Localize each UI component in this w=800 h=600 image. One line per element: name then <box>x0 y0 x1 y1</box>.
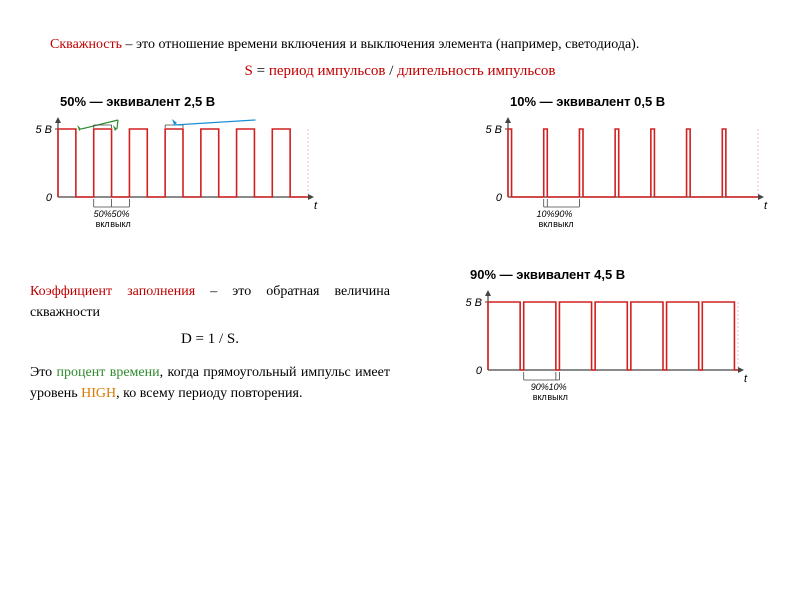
chart-10-title: 10% — эквивалент 0,5 В <box>480 94 665 109</box>
formula-eq: = <box>253 63 269 79</box>
p3e: , ко всему периоду повторения. <box>116 386 302 401</box>
term-coeff: Коэффициент заполнения <box>30 284 195 299</box>
svg-text:выкл: выкл <box>553 219 574 229</box>
p3a: Это <box>30 365 57 380</box>
svg-text:выкл: выкл <box>547 392 568 402</box>
formula-dur: длительность импульсов <box>397 63 555 79</box>
top-charts-row: 50% — эквивалент 2,5 В 5 B0t50%50%вклвык… <box>30 94 770 253</box>
term-skvazhnost: Скважность <box>50 37 122 52</box>
p2: Коэффициент заполнения – это обратная ве… <box>30 281 390 323</box>
svg-text:90%: 90% <box>554 209 572 219</box>
chart-90-block: 90% — эквивалент 4,5 В 5 B 0 t 90%10%вклвык… <box>440 267 770 426</box>
p3: Это процент времени, когда прямоугольный… <box>30 362 390 404</box>
svg-text:вкл: вкл <box>533 392 547 402</box>
chart-10-svg: 5 B 0 t 10%90%вклвыкл <box>480 113 770 253</box>
svg-text:0: 0 <box>496 192 503 204</box>
formula-div: / <box>385 63 397 79</box>
formula-s: S = период импульсов / длительность импу… <box>30 63 770 80</box>
svg-text:вкл: вкл <box>96 219 110 229</box>
formula-s-sym: S <box>245 63 253 79</box>
svg-text:90%: 90% <box>531 382 549 392</box>
svg-text:10%: 10% <box>549 382 567 392</box>
chart-90-title: 90% — эквивалент 4,5 В <box>440 267 625 282</box>
chart-90-svg: 5 B 0 t 90%10%вклвыкл <box>460 286 750 426</box>
chart-50: 50% — эквивалент 2,5 В 5 B 0 t 50%50%вклвык… <box>30 94 320 253</box>
chart-50-svg: 5 B 0 t 50%50%вклвыкл <box>30 113 320 253</box>
p3b: процент времени <box>57 365 160 380</box>
text-column: Коэффициент заполнения – это обратная ве… <box>30 267 390 426</box>
svg-text:вкл: вкл <box>538 219 552 229</box>
svg-text:50%: 50% <box>94 209 112 219</box>
p3d: HIGH <box>81 386 116 401</box>
svg-text:5 B: 5 B <box>35 124 52 136</box>
svg-text:t: t <box>744 373 748 385</box>
svg-text:5 B: 5 B <box>465 297 482 309</box>
chart-50-title: 50% — эквивалент 2,5 В <box>30 94 215 109</box>
svg-text:t: t <box>314 200 318 212</box>
bottom-row: Коэффициент заполнения – это обратная ве… <box>30 267 770 426</box>
definition-paragraph: Скважность – это отношение времени включ… <box>30 34 770 55</box>
svg-text:t: t <box>764 200 768 212</box>
svg-text:50%: 50% <box>111 209 129 219</box>
formula-d: D = 1 / S. <box>30 331 390 348</box>
svg-text:5 B: 5 B <box>485 124 502 136</box>
svg-text:0: 0 <box>476 365 483 377</box>
p1-rest: – это отношение времени включения и выкл… <box>122 37 639 52</box>
svg-text:10%: 10% <box>536 209 554 219</box>
svg-text:выкл: выкл <box>110 219 131 229</box>
formula-period: период импульсов <box>269 63 386 79</box>
svg-text:0: 0 <box>46 192 53 204</box>
chart-10: 10% — эквивалент 0,5 В 5 B 0 t 10%90%вклвык… <box>480 94 770 253</box>
